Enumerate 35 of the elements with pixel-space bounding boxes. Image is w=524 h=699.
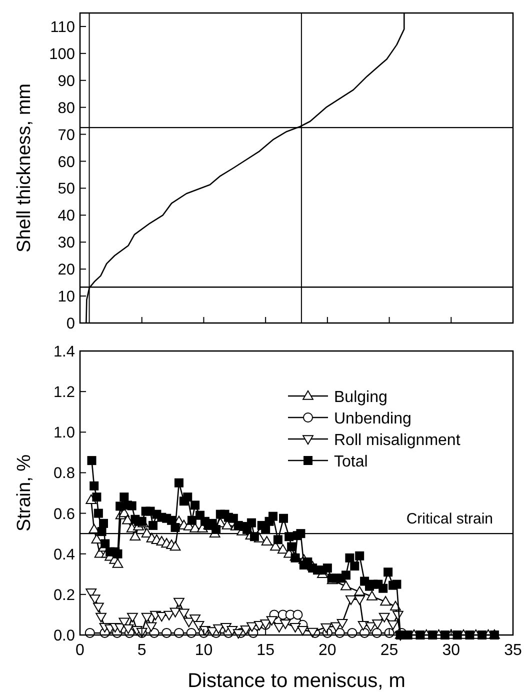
legend-label: Unbending <box>334 410 412 428</box>
y-tick-label: 0.8 <box>53 465 75 482</box>
y-tick-label: 110 <box>50 18 76 36</box>
x-tick-label: 20 <box>318 642 336 659</box>
y-tick-label: 0.2 <box>53 586 75 604</box>
y-tick-label: 10 <box>58 288 76 306</box>
y-tick-label: 0.6 <box>53 506 75 523</box>
x-tick-label: 35 <box>504 642 522 659</box>
y-tick-label: 100 <box>49 46 76 63</box>
y-tick-label: 0 <box>66 316 76 332</box>
y-tick-label: 0.0 <box>53 628 76 644</box>
y-tick-label: 20 <box>58 262 76 279</box>
x-tick-label: 15 <box>256 642 275 659</box>
legend-label: Roll misalignment <box>334 432 461 449</box>
legend-label: Bulging <box>334 389 388 406</box>
y-tick-label: 80 <box>58 100 76 117</box>
y-axis-title: Shell thickness, mm <box>14 84 35 252</box>
y-axis-title: Strain, % <box>14 454 35 532</box>
x-tick-label: 10 <box>194 642 213 659</box>
y-tick-label: 50 <box>58 180 76 198</box>
y-tick-label: 0.4 <box>53 546 76 564</box>
y-tick-label: 30 <box>58 234 76 252</box>
y-tick-label: 60 <box>58 154 76 171</box>
y-tick-label: 70 <box>58 126 76 144</box>
x-tick-label: 25 <box>380 642 398 659</box>
y-tick-label: 40 <box>58 208 76 225</box>
x-tick-label: 5 <box>137 642 146 659</box>
y-tick-label: 90 <box>58 72 76 90</box>
x-tick-label: 30 <box>442 642 460 659</box>
y-tick-label: 1.4 <box>53 344 76 360</box>
y-tick-label: 1.2 <box>53 384 75 402</box>
y-tick-label: 1.0 <box>53 424 76 442</box>
x-axis-title: Distance to meniscus, m <box>188 670 406 692</box>
ref-line-label: Critical strain <box>406 510 493 528</box>
legend-label: Total <box>334 454 368 470</box>
